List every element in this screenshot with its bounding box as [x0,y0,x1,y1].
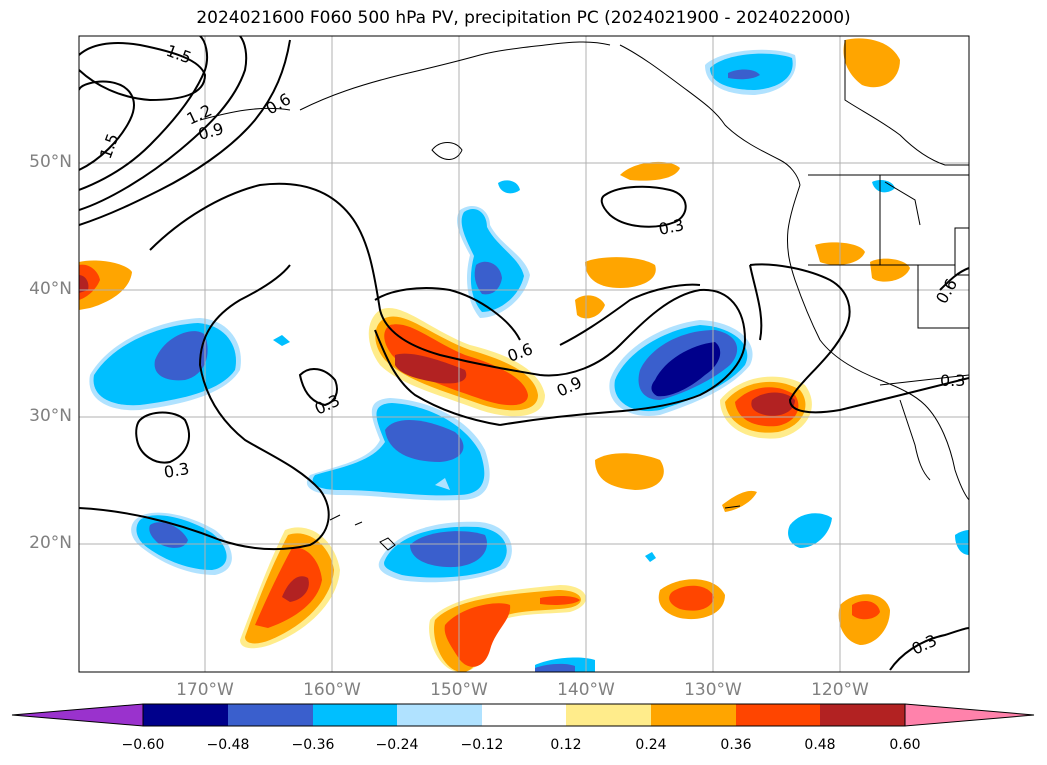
contour-label: 0.3 [312,391,343,419]
colorbar-tick-label: 0.24 [635,737,667,753]
precip-shading-negative [89,49,969,672]
colorbar-tick-label: 0.48 [804,737,836,753]
lon-label: 170°W [176,680,234,700]
pv-contours [79,36,969,671]
colorbar-bin [313,704,397,726]
colorbar-tick-label: −0.48 [206,737,250,753]
map-frame [78,35,970,673]
colorbar-bin [736,704,820,726]
precip-shading-positive [79,38,910,672]
contour-label: 0.9 [554,373,585,401]
coastlines [199,40,969,551]
map-title: 2024021600 F060 500 hPa PV, precipitatio… [196,8,851,28]
lon-label: 150°W [430,680,488,700]
colorbar-bin [397,704,482,726]
contour-label: 0.3 [162,459,190,482]
lat-label: 20°N [29,533,72,553]
colorbar-tick-label: −0.60 [121,737,165,753]
colorbar-tick-label: 0.60 [889,737,921,753]
colorbar-bin [482,704,566,726]
lon-label: 140°W [557,680,615,700]
colorbar-bin [651,704,736,726]
contour-label: 0.3 [909,631,940,659]
colorbar [11,703,1035,727]
contour-label: 0.3 [940,371,965,390]
gridlines [79,36,969,672]
colorbar-tick-label: 0.36 [720,737,752,753]
contour-label: 0.6 [263,89,295,118]
colorbar-tick-label: −0.12 [460,737,504,753]
colorbar-tick-label: 0.12 [550,737,582,753]
lon-label: 160°W [303,680,361,700]
lon-label: 120°W [811,680,869,700]
contour-label: 0.6 [932,275,961,307]
colorbar-tick-label: −0.24 [375,737,419,753]
contour-label: 1.5 [164,41,194,68]
lat-label: 30°N [29,406,72,426]
colorbar-bin [143,704,228,726]
colorbar-tick-label: −0.36 [291,737,335,753]
contour-label: 0.6 [505,339,535,366]
lon-label: 130°W [684,680,742,700]
colorbar-bin [228,704,313,726]
colorbar-extend-max [904,703,1035,727]
lat-label: 40°N [29,279,72,299]
colorbar-bin [566,704,651,726]
colorbar-bin [820,704,905,726]
contour-label: 1.5 [96,131,123,161]
contour-label: 0.3 [657,215,686,239]
colorbar-extend-min [11,703,144,727]
lat-label: 50°N [29,152,72,172]
